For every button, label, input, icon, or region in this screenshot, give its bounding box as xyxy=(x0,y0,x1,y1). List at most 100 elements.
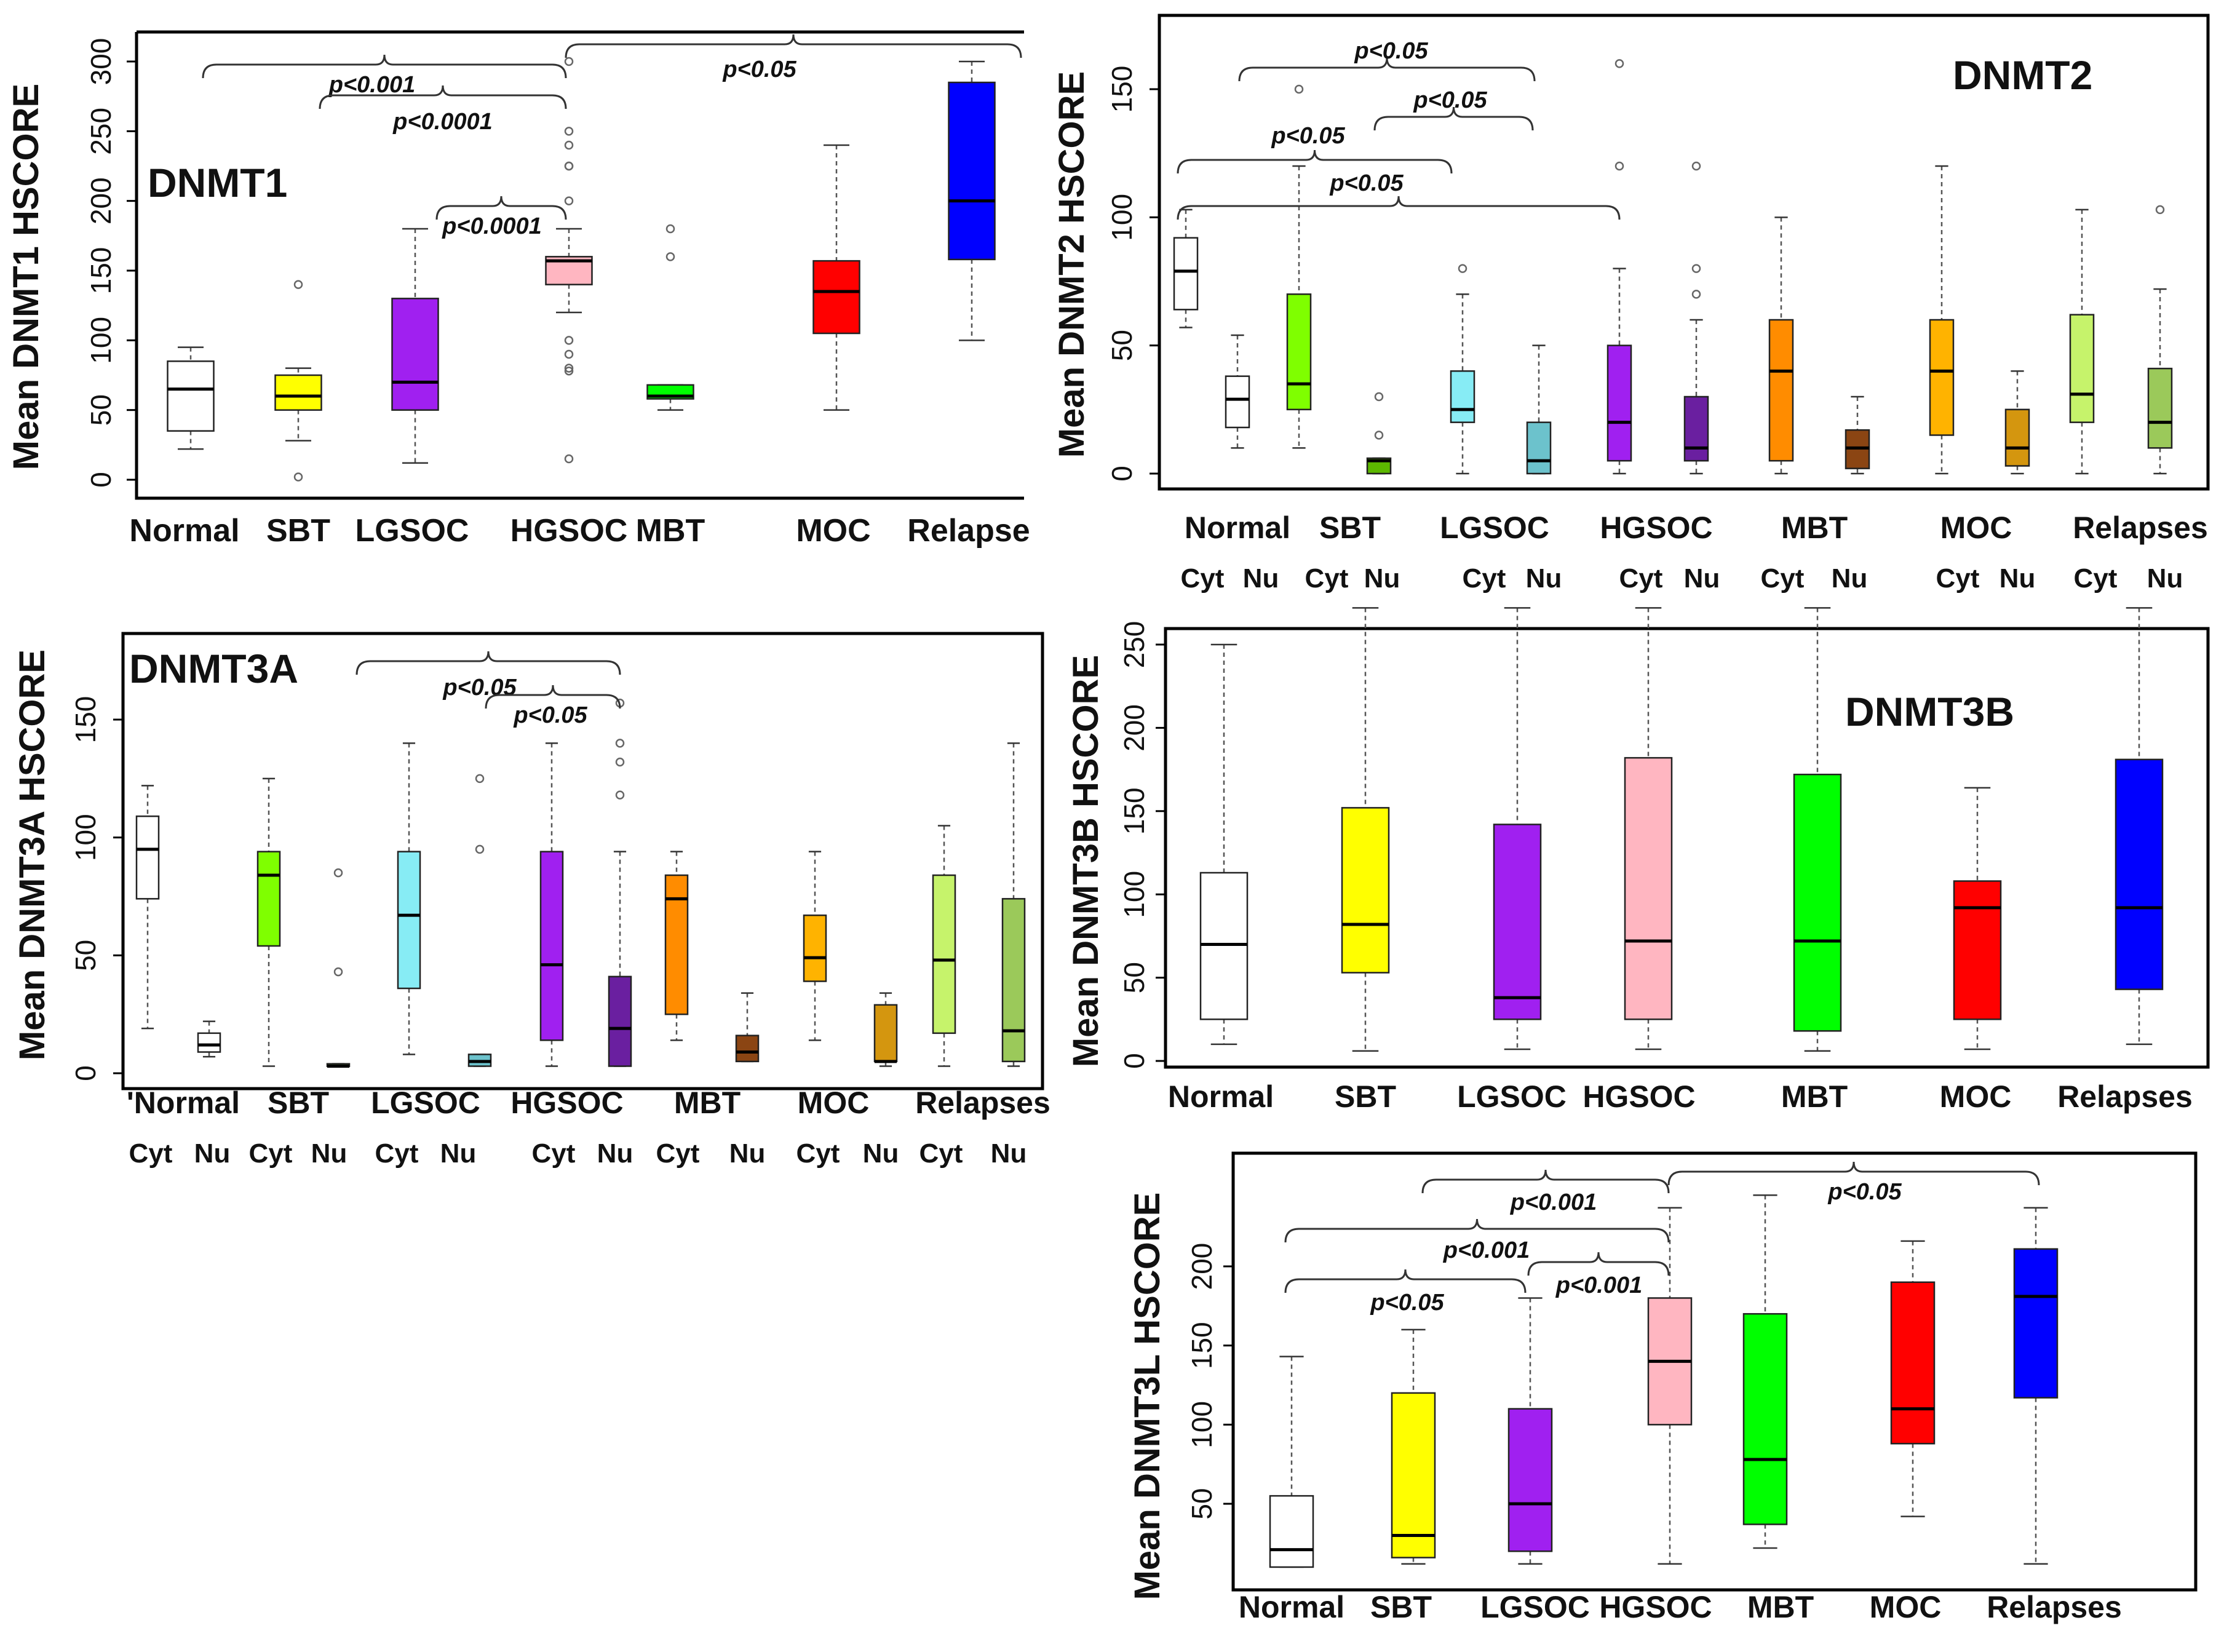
outlier-point xyxy=(1374,392,1384,402)
bracket-line xyxy=(1177,196,1621,220)
box-iqr xyxy=(1173,237,1199,311)
plot-frame xyxy=(121,632,1044,1090)
box-sbt xyxy=(274,280,322,482)
y-axis-label: Mean DNMT3L HSCORE xyxy=(1127,1193,1167,1600)
box-iqr xyxy=(1507,1408,1553,1552)
box-iqr xyxy=(1606,344,1632,462)
sublabel-cyt: Cyt xyxy=(796,1138,840,1169)
box-mbt-cyt xyxy=(664,851,689,1041)
box-normal xyxy=(167,346,215,450)
box-iqr xyxy=(391,298,439,411)
box-normal xyxy=(1199,643,1249,1046)
y-tick-label: 100 xyxy=(85,317,117,364)
box-iqr xyxy=(948,81,996,261)
significance-bracket: p<0.05 xyxy=(355,651,621,701)
category-label-moc: MOC xyxy=(1870,1590,1942,1624)
box-iqr xyxy=(1929,319,1955,436)
box-sbt-nu xyxy=(326,868,351,1068)
bracket-line xyxy=(1421,1169,1670,1194)
y-tick-label: 50 xyxy=(70,940,101,971)
box-relapses-cyt xyxy=(932,825,956,1067)
category-label-sbt: SBT xyxy=(266,513,330,549)
panel-mean-dnmt3l-hscore: 50 100 150 200 Mean DNMT3L HSCORE Normal SBT LG… xyxy=(1127,1151,2198,1624)
sublabel-nu: Nu xyxy=(597,1138,633,1169)
sublabel-nu: Nu xyxy=(729,1138,766,1169)
box-iqr xyxy=(1269,1495,1314,1568)
sublabel-nu: Nu xyxy=(863,1138,899,1169)
outlier-point xyxy=(564,336,574,345)
category-label-normal: Normal xyxy=(1168,1079,1274,1114)
category-label-mbt: MBT xyxy=(674,1086,741,1120)
significance-bracket: p<0.05 xyxy=(565,34,1022,82)
bracket-line xyxy=(1667,1161,2040,1186)
panel-mean-dnmt2-hscore: 0 50 100 150 Mean DNMT2 HSCORE DNMT2 Normal SBT… xyxy=(1052,14,2210,594)
box-iqr xyxy=(2004,408,2030,467)
box-lgsoc xyxy=(391,228,439,464)
box-iqr xyxy=(664,874,689,1015)
box-lgsoc xyxy=(1507,1297,1553,1565)
box-iqr xyxy=(1450,370,1475,423)
category-label-normal: 'Normal xyxy=(127,1086,240,1120)
bracket-line xyxy=(1284,1269,1527,1293)
category-label-normal: Normal xyxy=(129,513,239,549)
y-tick-label: 150 xyxy=(1106,66,1138,113)
category-label-lgsoc: LGSOC xyxy=(355,513,469,549)
category-label-moc: MOC xyxy=(1940,510,2012,545)
y-tick-label: 100 xyxy=(1106,194,1138,241)
box-lgsoc-cyt xyxy=(1450,264,1475,475)
y-tick-label: 50 xyxy=(1118,962,1150,993)
category-label-sbt: SBT xyxy=(1319,510,1381,545)
category-label-hgsoc: HGSOC xyxy=(1599,1590,1712,1624)
box-iqr xyxy=(167,360,215,432)
p-value-label: p<0.0001 xyxy=(442,213,542,239)
category-label-sbt: SBT xyxy=(268,1086,329,1120)
category-label-moc: MOC xyxy=(798,1086,870,1120)
sublabel-cyt: Cyt xyxy=(919,1138,963,1169)
box-iqr xyxy=(1742,1312,1788,1525)
bracket-line xyxy=(319,85,567,109)
y-tick-label: 250 xyxy=(1118,621,1150,669)
outlier-point xyxy=(293,472,303,482)
category-label-relapses: Relapses xyxy=(1987,1590,2122,1624)
box-iqr xyxy=(1953,880,2002,1020)
sublabel-cyt: Cyt xyxy=(375,1138,419,1169)
p-value-label: p<0.001 xyxy=(1443,1237,1530,1263)
box-moc-cyt xyxy=(1929,165,1955,475)
box-hgsoc-nu xyxy=(608,698,632,1067)
box-iqr xyxy=(397,851,421,990)
outlier-point xyxy=(615,757,625,767)
bracket-line xyxy=(1284,1218,1670,1243)
box-iqr xyxy=(608,975,632,1067)
significance-bracket: p<0.0001 xyxy=(319,85,567,135)
outlier-point xyxy=(564,127,574,136)
p-value-label: p<0.05 xyxy=(1370,1290,1444,1316)
category-label-relapses: Relapses xyxy=(915,1086,1050,1120)
y-tick-label: 300 xyxy=(85,38,117,85)
y-tick-label: 50 xyxy=(1106,330,1138,361)
significance-bracket: p<0.05 xyxy=(1177,170,1621,220)
box-iqr xyxy=(932,874,956,1034)
sublabel-nu: Nu xyxy=(1684,563,1720,594)
y-tick-label: 150 xyxy=(1186,1322,1218,1369)
box-normal-cyt xyxy=(1173,208,1199,328)
bracket-line xyxy=(435,196,567,220)
p-value-label: p<0.001 xyxy=(1510,1189,1597,1215)
significance-bracket: p<0.05 xyxy=(1667,1161,2040,1205)
y-tick-label: 50 xyxy=(85,394,117,426)
sublabel-nu: Nu xyxy=(1526,563,1562,594)
outlier-point xyxy=(475,774,485,784)
sublabel-cyt: Cyt xyxy=(1181,563,1225,594)
category-label-mbt: MBT xyxy=(1781,510,1848,545)
box-iqr xyxy=(274,374,322,411)
bracket-line xyxy=(355,651,621,675)
outlier-point xyxy=(665,224,675,234)
p-value-label: p<0.05 xyxy=(1827,1179,1902,1205)
outlier-point xyxy=(1458,264,1467,273)
y-tick-label: 200 xyxy=(85,177,117,224)
chart-title: DNMT3B xyxy=(1845,689,2014,734)
category-label-mbt: MBT xyxy=(1747,1590,1814,1624)
box-mbt xyxy=(1742,1194,1788,1549)
y-tick-label: 150 xyxy=(1118,787,1150,835)
sublabel-cyt: Cyt xyxy=(249,1138,293,1169)
